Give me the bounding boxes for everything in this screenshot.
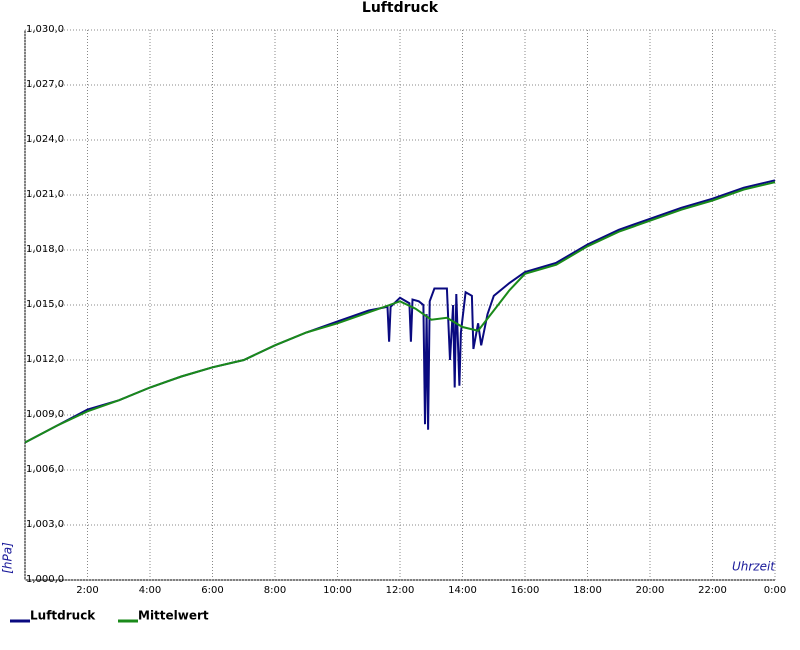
y-tick-label: 1,021,0 (26, 189, 64, 200)
y-tick-label: 1,003,0 (26, 519, 64, 530)
x-tick-label: 2:00 (76, 585, 98, 596)
y-tick-label: 1,027,0 (26, 79, 64, 90)
x-tick-label: 16:00 (511, 585, 540, 596)
y-tick-label: 1,012,0 (26, 354, 64, 365)
x-tick-label: 10:00 (323, 585, 352, 596)
y-tick-label: 1,030,0 (26, 24, 64, 35)
x-tick-label: 8:00 (264, 585, 286, 596)
x-tick-label: 12:00 (386, 585, 415, 596)
x-tick-label: 20:00 (636, 585, 665, 596)
x-tick-label: 0:00 (764, 585, 786, 596)
y-tick-label: 1,009,0 (26, 409, 64, 420)
legend-label: Mittelwert (138, 609, 209, 623)
legend-label: Luftdruck (30, 609, 96, 623)
x-tick-label: 18:00 (573, 585, 602, 596)
line-series (24, 181, 776, 444)
x-axis-label: Uhrzeit (732, 560, 776, 574)
x-tick-label: 6:00 (201, 585, 223, 596)
chart-title: Luftdruck (362, 0, 439, 16)
x-tick-label: 4:00 (139, 585, 161, 596)
x-tick-label: 14:00 (448, 585, 477, 596)
x-tick-label: 22:00 (698, 585, 727, 596)
y-tick-label: 1,000,0 (26, 574, 64, 585)
y-tick-label: 1,015,0 (26, 299, 64, 310)
y-tick-label: 1,024,0 (26, 134, 64, 145)
y-axis-label: [hPa] (1, 542, 15, 574)
y-tick-label: 1,006,0 (26, 464, 64, 475)
y-tick-label: 1,018,0 (26, 244, 64, 255)
